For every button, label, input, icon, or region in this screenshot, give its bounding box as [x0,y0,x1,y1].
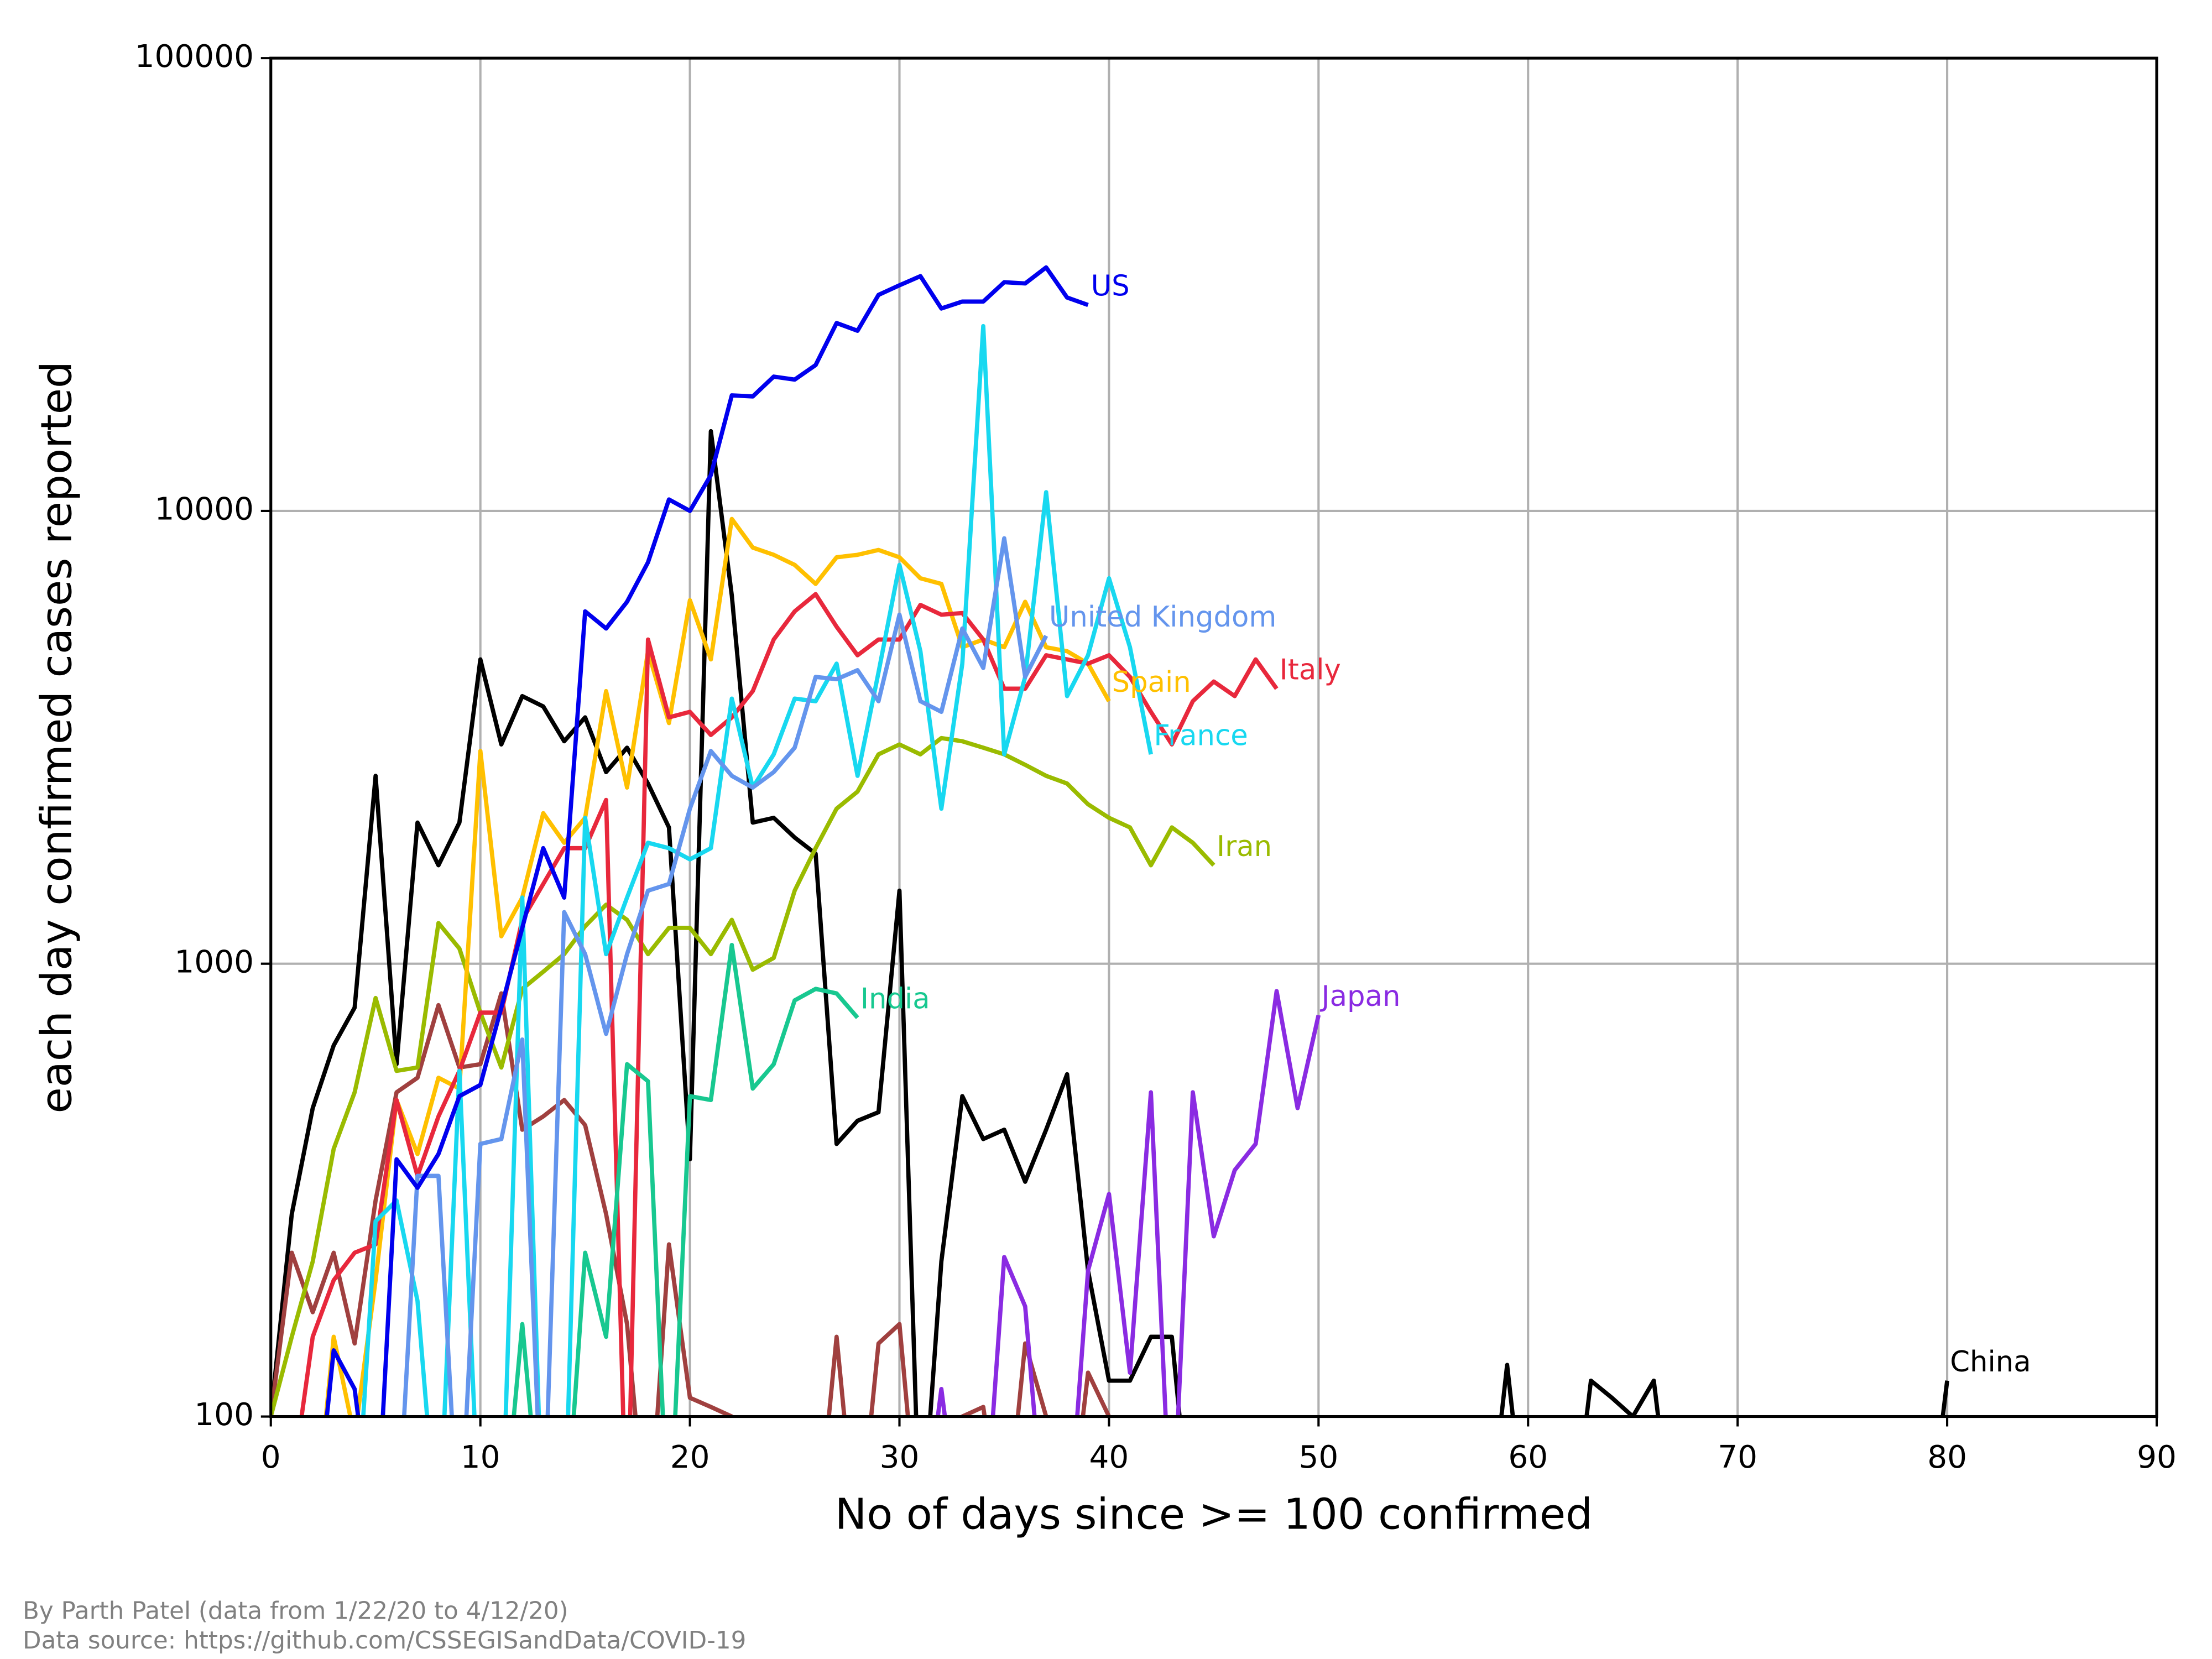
x-tick-label: 20 [670,1439,710,1475]
x-tick-label: 40 [1089,1439,1129,1475]
x-tick-label: 0 [261,1439,281,1475]
x-tick-label: 30 [880,1439,920,1475]
series-line [401,536,1048,1417]
series-line [936,989,1321,1417]
y-tick-label: 1000 [174,944,254,980]
series-line [325,265,1089,1417]
series-line [270,429,1949,1417]
x-axis-label: No of days since >= 100 confirmed [835,1490,1593,1540]
series-line [512,942,859,1417]
series-label: Japan [1319,980,1400,1013]
series-line [270,735,1215,1417]
y-tick-label: 10000 [155,492,254,528]
series-label: China [1950,1345,2031,1379]
x-tick-label: 70 [1718,1439,1757,1475]
y-axis-label: each day confirmed cases reported [33,361,82,1113]
series-label: US [1091,270,1130,303]
series-label: India [860,983,930,1016]
plot-frame [269,56,2158,1418]
y-tick-label: 100 [194,1397,254,1433]
x-tick-label: 90 [2137,1439,2177,1475]
series-label: Italy [1280,654,1341,687]
series-label: Spain [1112,666,1191,699]
series-line [270,592,1279,1417]
series-label: Iran [1217,830,1272,863]
footer-line: Data source: https://github.com/CSSEGISa… [23,1627,746,1655]
footer-line: By Parth Patel (data from 1/22/20 to 4/1… [23,1597,568,1625]
series-label: France [1154,719,1248,752]
plot-area [270,265,1949,1417]
y-tick-label: 100000 [135,39,254,75]
series-label: United Kingdom [1049,601,1276,634]
series-line [270,991,1111,1417]
x-tick-label: 80 [1927,1439,1967,1475]
x-tick-label: 50 [1298,1439,1338,1475]
series-line [361,324,1153,1417]
x-tick-label: 60 [1508,1439,1548,1475]
x-tick-label: 10 [461,1439,500,1475]
